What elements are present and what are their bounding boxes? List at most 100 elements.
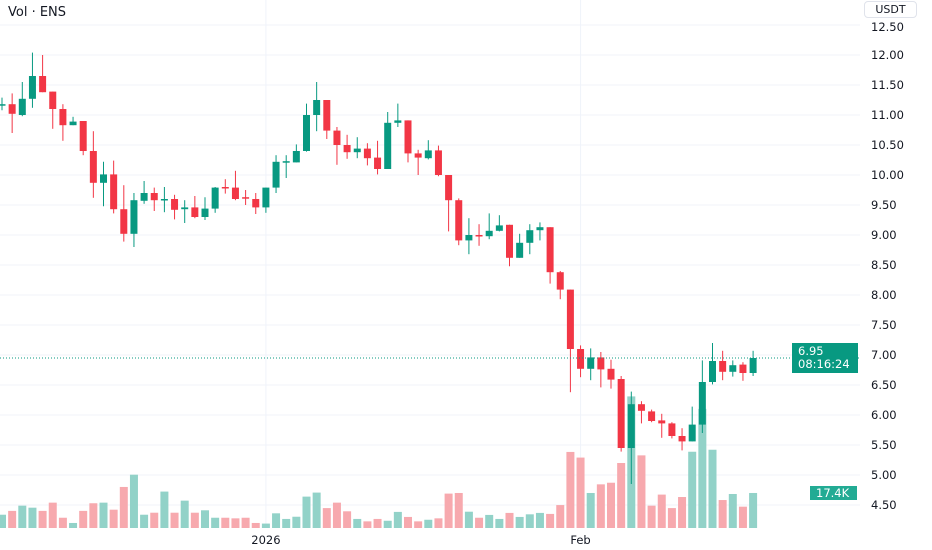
volume-tag: 17.4K (810, 486, 857, 500)
candle-body (506, 224, 513, 258)
volume-bar (8, 510, 17, 528)
volume-bar (444, 493, 453, 528)
candle-body (343, 145, 351, 153)
candle-body (211, 187, 219, 209)
volume-bar (464, 511, 473, 528)
candle-body (495, 225, 503, 231)
candle-body (79, 121, 87, 151)
candle-body (526, 230, 534, 243)
volume-bar (150, 512, 159, 528)
price-tick-label: 8.50 (871, 258, 897, 272)
volume-bar (201, 510, 209, 528)
candle-body (739, 364, 747, 373)
volume-bar (58, 517, 67, 528)
volume-bar (495, 518, 504, 528)
candle-body (282, 161, 290, 163)
candle-body (404, 120, 412, 154)
volume-bar (404, 516, 412, 528)
candle-body (709, 361, 716, 382)
price-tick-label: 10.50 (871, 138, 904, 152)
candle-body (475, 235, 483, 237)
candle-body (39, 76, 47, 93)
candle-body (384, 122, 392, 169)
volume-bar (678, 497, 687, 528)
time-tick-label: 2026 (251, 533, 280, 547)
candle-body (617, 379, 625, 448)
volume-bar (749, 492, 758, 528)
volume-bar (515, 516, 524, 528)
candle-body (434, 150, 442, 175)
price-tick-label: 5.50 (871, 438, 897, 452)
volume-bar (728, 493, 737, 528)
candle-body (424, 150, 432, 159)
volume-bar (718, 500, 727, 528)
volume-bar (363, 521, 372, 528)
candle-body (231, 187, 239, 199)
candle-body (394, 120, 402, 123)
time-axis[interactable]: 2026 Feb (251, 533, 590, 547)
chart-title: Vol · ENS (8, 5, 67, 20)
candle-body (648, 411, 656, 421)
volume-bar (485, 514, 494, 528)
candle-body (181, 207, 189, 210)
volume-bar (586, 492, 595, 528)
candle-body (678, 436, 686, 442)
candle-body (292, 151, 300, 163)
candle-body (323, 100, 331, 131)
candle-body (201, 208, 209, 217)
volume-bar (129, 474, 138, 528)
price-tick-label: 8.00 (871, 288, 897, 302)
volume-bars (0, 396, 758, 528)
volume-bar (282, 518, 291, 528)
candle-body (414, 153, 422, 158)
volume-bar (454, 492, 463, 528)
price-tick-label: 7.00 (871, 348, 897, 362)
volume-bar (475, 517, 484, 528)
volume-bar (89, 503, 98, 528)
volume-bar (0, 514, 6, 528)
price-tick-label: 5.00 (871, 468, 897, 482)
price-tick-label: 11.50 (871, 78, 904, 92)
candle-body (698, 382, 706, 425)
volume-bar (109, 509, 118, 528)
price-tick-label: 6.00 (871, 408, 897, 422)
candle-body (242, 197, 250, 199)
price-tick-label: 4.50 (871, 498, 897, 512)
volume-bar (657, 494, 666, 528)
price-tick-label: 12.50 (871, 20, 904, 34)
volume-bar (79, 510, 88, 528)
candle-body (8, 104, 16, 114)
volume-bar (738, 506, 747, 528)
volume-bar (28, 507, 37, 528)
candle-body (171, 199, 179, 210)
volume-bar (424, 519, 433, 528)
candle-body (160, 199, 168, 201)
candle-body (658, 420, 666, 424)
volume-bar (292, 516, 301, 528)
candle-body (140, 193, 148, 201)
candle-body (637, 404, 645, 411)
volume-bar (576, 457, 585, 528)
price-tick-label: 7.50 (871, 318, 897, 332)
bar-countdown: 08:16:24 (798, 357, 850, 371)
candle-body (536, 227, 544, 231)
volume-bar (322, 508, 331, 528)
candle-body (556, 272, 564, 290)
volume-bar (119, 486, 128, 528)
currency-button[interactable]: USDT (864, 1, 917, 18)
volume-bar (383, 520, 392, 528)
volume-bar (302, 496, 311, 528)
candle-body (252, 199, 260, 208)
volume-bar (647, 505, 656, 528)
candle-body (221, 187, 229, 189)
candles (0, 52, 757, 484)
candle-body (130, 200, 138, 234)
last-price-tag: 6.95 08:16:24 (792, 343, 858, 373)
candle-body (303, 115, 310, 151)
volume-bar (241, 517, 250, 528)
candle-body (688, 424, 696, 442)
candle-body (374, 157, 382, 169)
price-axis[interactable]: 12.50 12.00 11.50 11.00 10.50 10.00 9.50 9.00 8.… (871, 20, 904, 512)
candle-body (719, 361, 727, 372)
